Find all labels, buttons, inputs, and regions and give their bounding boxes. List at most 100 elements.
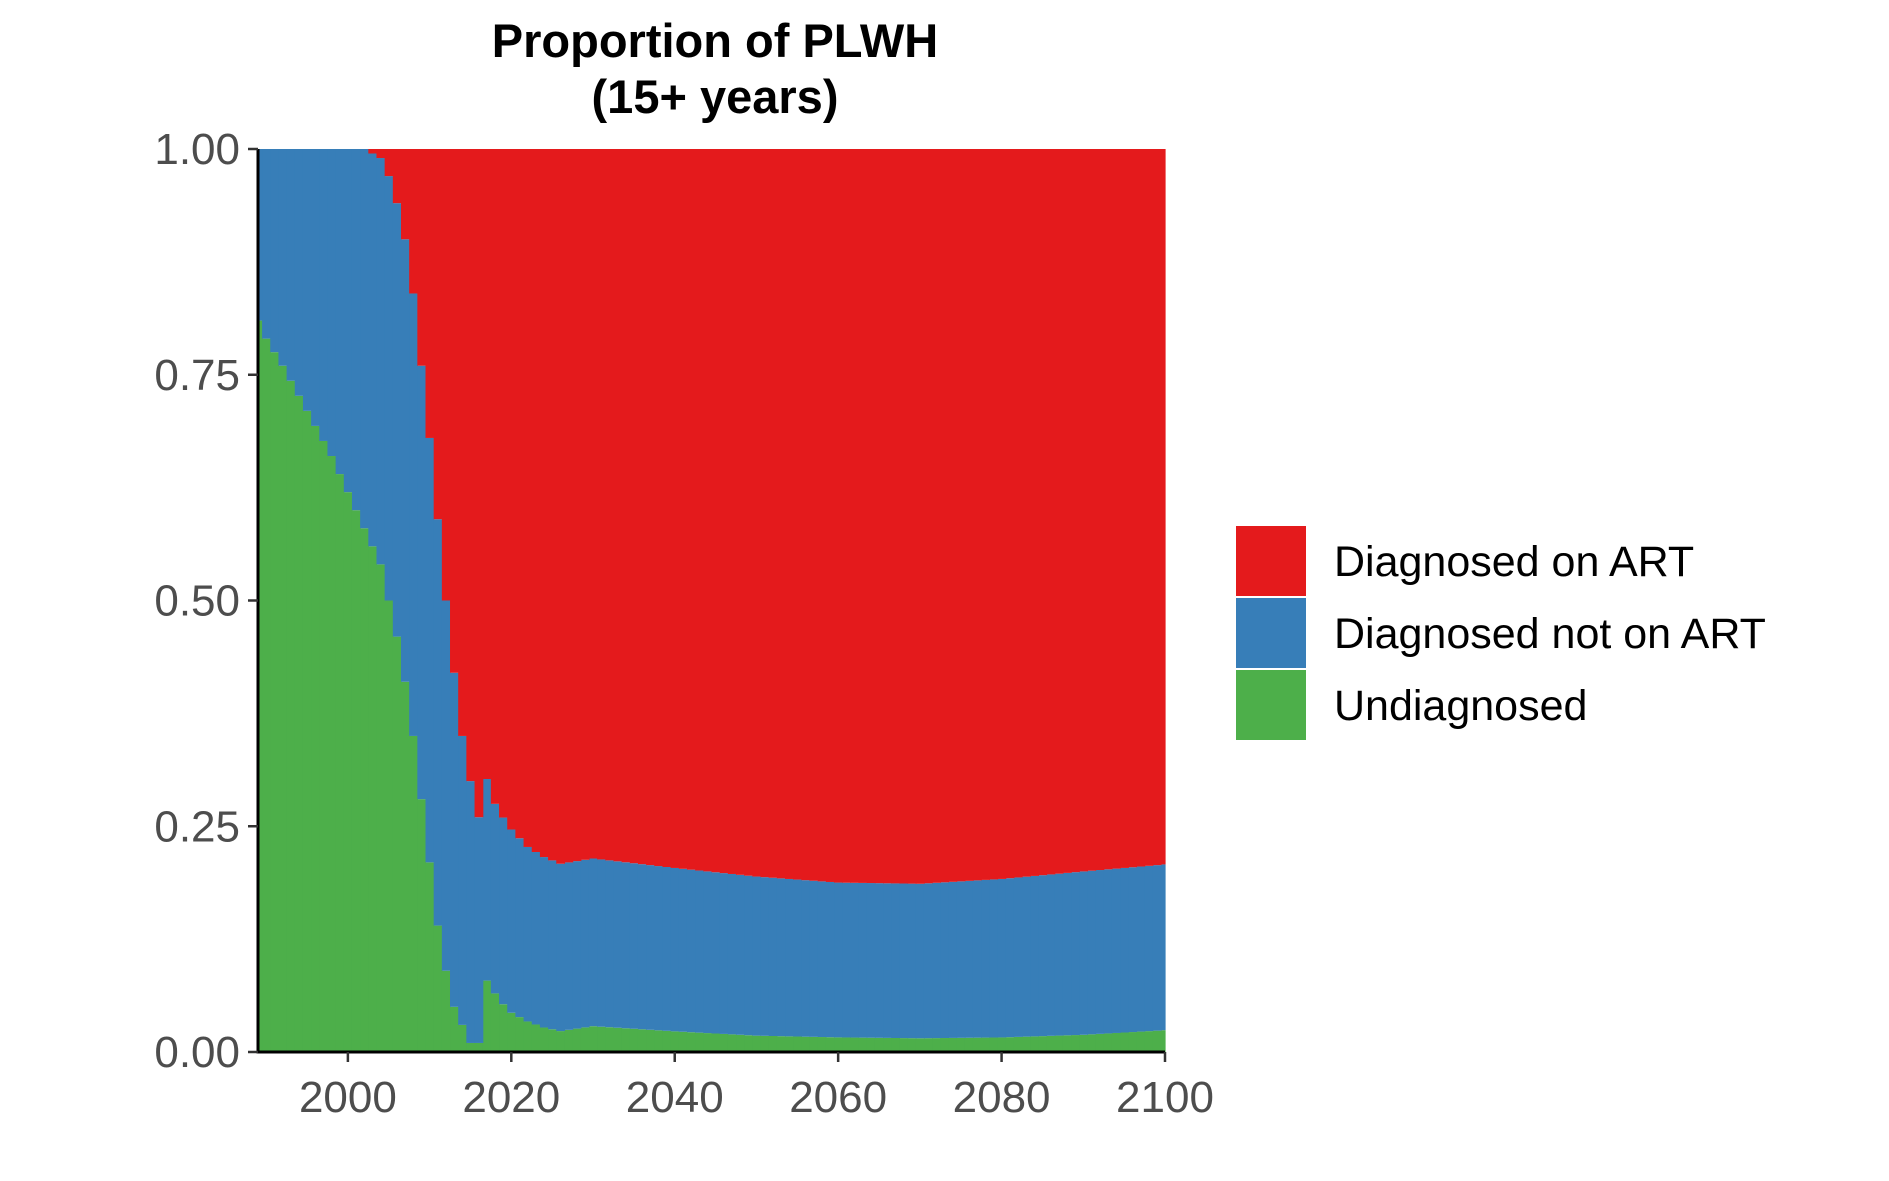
y-tick-label: 1.00 [154,125,240,174]
area-column [1144,149,1154,866]
area-column [678,1031,688,1052]
area-column [866,883,876,1038]
area-column [1054,1035,1064,1052]
area-column [915,883,925,1039]
area-column [964,149,974,881]
axes: 0.00 0.25 0.50 0.75 1.00 2000 2020 2040 2060 2080… [154,125,1214,1122]
area-column [1160,1030,1166,1052]
area-column [1005,878,1015,1038]
area-column [417,799,427,1052]
area-column [466,1042,476,1052]
area-column [899,883,909,1039]
area-column [646,865,655,1030]
area-column [1160,864,1166,1031]
area-column [662,867,672,1031]
area-column [1128,1032,1137,1052]
area-column [940,882,950,1039]
area-column [637,149,647,865]
area-column [1095,149,1105,871]
area-column [335,474,345,1053]
area-column [401,239,410,682]
area-column [891,1038,901,1052]
area-column [932,882,941,1039]
area-column [989,149,999,880]
area-column [507,149,516,830]
area-column [531,852,541,1025]
area-column [1120,149,1129,868]
area-column [940,1038,950,1052]
area-column [1038,1036,1048,1052]
area-column [752,149,762,877]
area-column [629,149,639,864]
area-column [294,149,304,396]
area-column [613,149,623,862]
area-column [286,380,296,1052]
area-column [580,1027,590,1052]
area-column [629,1028,639,1052]
area-column [441,600,451,971]
area-column [1095,870,1105,1034]
area-column [637,864,647,1030]
area-column [425,437,435,863]
x-tick-label: 2100 [1116,1073,1214,1122]
area-column [801,880,811,1037]
area-column [948,1037,958,1052]
area-column [932,149,941,883]
area-column [588,1026,598,1052]
y-tick-label: 0.00 [154,1028,240,1077]
area-column [499,817,508,1005]
area-column [605,1027,615,1052]
area-column [548,149,557,861]
area-column [466,781,476,1043]
area-column [1103,149,1113,870]
chart-title: Proportion of PLWH [492,14,938,67]
area-column [809,880,819,1037]
area-column [727,149,737,874]
area-column [1022,876,1031,1037]
area-column [703,1033,713,1052]
legend-key [1236,598,1306,668]
area-column [1038,875,1048,1037]
area-column [343,492,353,1052]
area-column [736,874,745,1035]
area-column [302,149,312,411]
area-column [343,149,353,493]
area-column [891,883,901,1038]
area-column [1128,149,1137,868]
area-column [670,149,680,868]
area-column [556,1031,566,1052]
area-column [490,149,500,804]
area-column [351,149,361,511]
area-column [482,980,492,1052]
area-column [474,817,484,1043]
area-column [1062,872,1072,1036]
area-column [883,1037,892,1052]
series-diagnosed-not-on-art [258,149,1166,1043]
area-column [727,873,737,1035]
y-tick-label: 0.50 [154,577,240,626]
area-column [948,881,958,1038]
area-column [1005,1037,1015,1052]
area-column [1136,866,1146,1032]
area-column [760,149,770,878]
area-column [834,149,843,883]
area-column [1087,1034,1097,1052]
area-column [1152,1030,1162,1052]
area-column [719,149,729,874]
area-column [409,293,418,736]
area-column [1136,1031,1146,1052]
area-column [899,1038,909,1052]
area-column [311,425,320,1052]
area-column [776,878,786,1037]
area-column [809,1036,819,1052]
area-column [1046,149,1056,875]
area-column [972,149,982,881]
area-column [842,149,852,883]
area-column [539,1027,549,1052]
area-column [637,1029,647,1052]
area-column [1087,870,1097,1035]
area-column [360,149,369,529]
area-column [548,1029,557,1052]
area-column [1022,1036,1031,1052]
area-column [613,1027,623,1052]
